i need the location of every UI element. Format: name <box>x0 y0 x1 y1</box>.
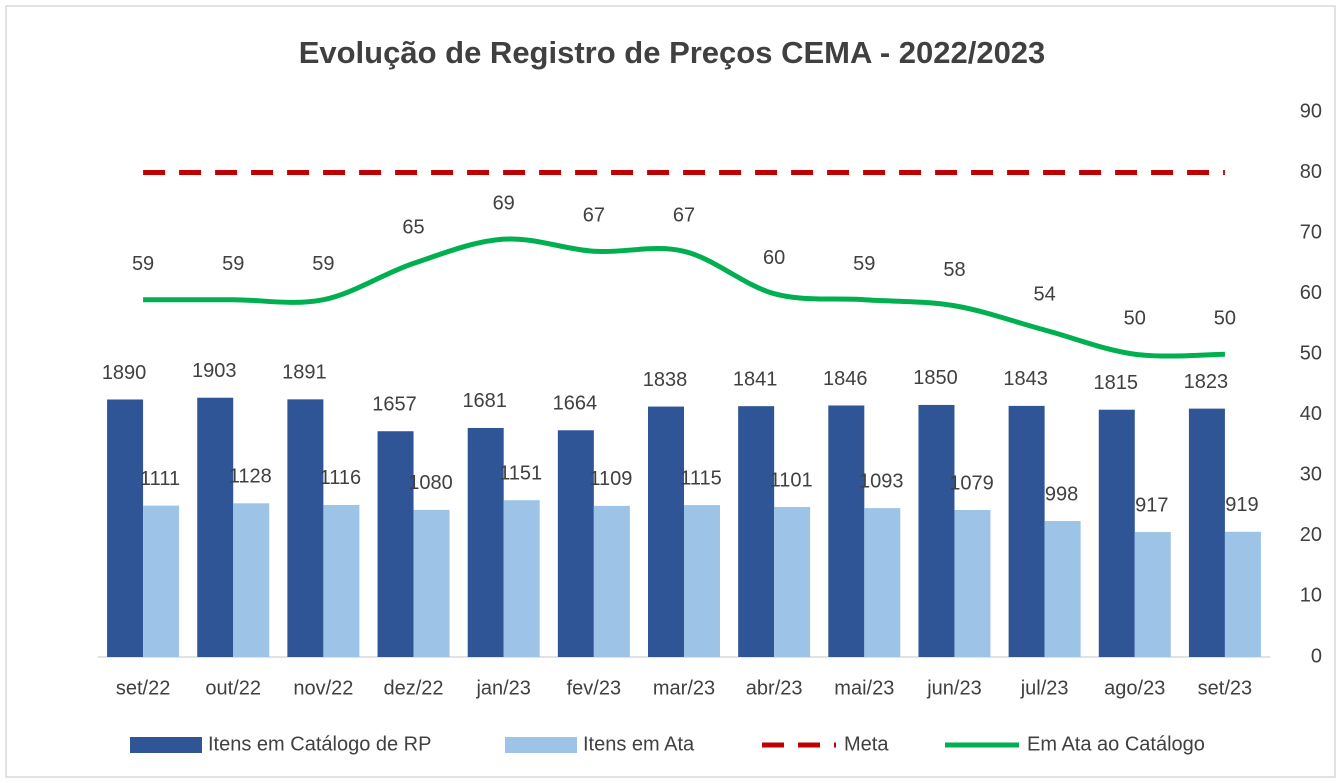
value-label: 1115 <box>680 467 722 489</box>
y2-tick-label: 90 <box>1300 100 1322 122</box>
x-tick-label: abr/23 <box>746 677 803 699</box>
value-label: 1151 <box>499 462 542 484</box>
y2-tick-label: 30 <box>1300 464 1322 486</box>
bar <box>323 504 360 657</box>
x-tick-label: mai/23 <box>834 677 894 699</box>
y2-tick-label: 70 <box>1300 221 1322 243</box>
value-label: 1657 <box>372 394 417 416</box>
bar <box>107 399 144 657</box>
legend-label: Meta <box>844 733 889 755</box>
value-label: 1080 <box>408 472 453 494</box>
value-label: 917 <box>1135 494 1168 516</box>
bar <box>143 505 180 657</box>
value-label: 1841 <box>733 368 778 390</box>
value-label: 1681 <box>462 390 507 412</box>
value-label: 998 <box>1045 483 1078 505</box>
value-label: 1903 <box>192 360 237 382</box>
bar <box>467 427 504 657</box>
line-value-label: 50 <box>1214 308 1236 330</box>
y2-tick-label: 60 <box>1300 282 1322 304</box>
line-value-label: 69 <box>493 192 515 214</box>
bar <box>1188 408 1225 657</box>
x-tick-label: jan/23 <box>475 677 531 699</box>
value-label: 1838 <box>643 369 688 391</box>
bar <box>1044 521 1081 657</box>
x-tick-label: jun/23 <box>926 677 982 699</box>
x-tick-label: set/22 <box>116 677 170 699</box>
line-value-label: 60 <box>763 247 785 269</box>
legend-label: Itens em Ata <box>583 733 695 755</box>
bar <box>828 405 865 657</box>
bar <box>593 505 630 657</box>
y2-tick-label: 0 <box>1311 645 1322 667</box>
y2-tick-label: 10 <box>1300 585 1322 607</box>
bar <box>738 406 775 657</box>
x-tick-label: dez/22 <box>384 677 444 699</box>
value-label: 1890 <box>102 362 147 384</box>
value-label: 1891 <box>282 362 327 384</box>
line-value-label: 58 <box>943 259 965 281</box>
legend-label: Em Ata ao Catálogo <box>1027 733 1205 755</box>
x-tick-label: nov/22 <box>293 677 353 699</box>
line-value-label: 59 <box>853 253 875 275</box>
value-label: 1079 <box>949 472 994 494</box>
bar <box>864 508 901 657</box>
bar <box>503 500 540 657</box>
bar <box>413 509 450 657</box>
value-label: 1093 <box>859 470 904 492</box>
value-label: 1111 <box>140 468 180 490</box>
bar <box>1134 532 1171 657</box>
bar <box>774 506 811 657</box>
value-label: 1116 <box>320 467 362 489</box>
x-tick-label: jul/23 <box>1020 677 1069 699</box>
y2-tick-label: 40 <box>1300 403 1322 425</box>
legend-swatch <box>505 737 577 753</box>
value-label: 1850 <box>913 367 958 389</box>
x-tick-label: ago/23 <box>1104 677 1165 699</box>
legend-label: Itens em Catálogo de RP <box>208 733 431 755</box>
line-value-label: 59 <box>132 253 154 275</box>
bar <box>918 404 955 657</box>
bar <box>197 397 234 657</box>
bar <box>287 399 324 657</box>
line-value-label: 54 <box>1033 283 1055 305</box>
bar <box>1224 531 1261 657</box>
line-value-label: 59 <box>312 253 334 275</box>
bar <box>1098 409 1135 657</box>
value-label: 1101 <box>770 469 813 491</box>
chart-title: Evolução de Registro de Preços CEMA - 20… <box>299 35 1046 70</box>
line-value-label: 50 <box>1124 308 1146 330</box>
x-tick-label: out/22 <box>205 677 261 699</box>
legend-swatch <box>130 737 202 753</box>
value-label: 1843 <box>1003 368 1048 390</box>
y2-tick-label: 50 <box>1300 343 1322 365</box>
bar <box>1008 405 1045 657</box>
line-value-label: 67 <box>583 205 605 227</box>
line-value-label: 59 <box>222 253 244 275</box>
value-label: 1823 <box>1184 371 1229 393</box>
value-label: 919 <box>1225 494 1258 516</box>
bar <box>954 509 991 657</box>
value-label: 1846 <box>823 368 868 390</box>
y2-tick-label: 80 <box>1300 161 1322 183</box>
line-value-label: 65 <box>402 217 424 239</box>
bar <box>377 431 414 657</box>
value-label: 1128 <box>229 466 272 488</box>
x-tick-label: mar/23 <box>653 677 715 699</box>
x-tick-label: set/23 <box>1198 677 1252 699</box>
y2-tick-label: 20 <box>1300 524 1322 546</box>
bar <box>684 505 720 657</box>
ratio-line <box>143 236 1225 359</box>
bar <box>557 430 594 657</box>
x-tick-label: fev/23 <box>567 677 621 699</box>
value-label: 1109 <box>589 468 632 490</box>
line-value-label: 67 <box>673 205 695 227</box>
value-label: 1815 <box>1094 372 1139 394</box>
value-label: 1664 <box>553 393 598 415</box>
bar <box>233 503 270 657</box>
bar <box>648 406 684 657</box>
